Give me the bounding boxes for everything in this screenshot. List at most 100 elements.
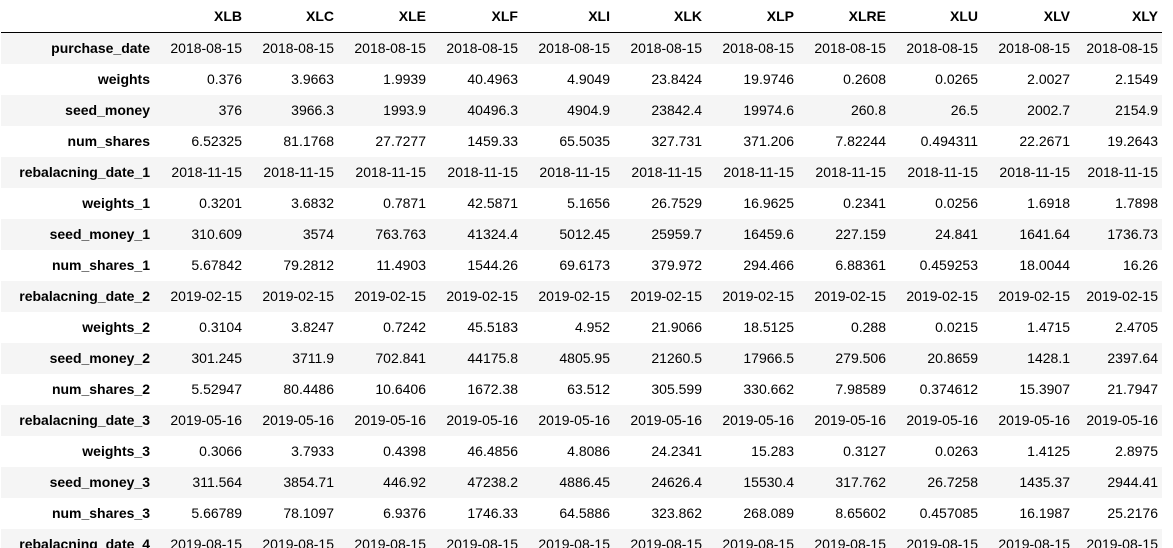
table-cell: 2018-11-15 (1087, 164, 1158, 180)
table-row: rebalacning_date_2 2019-02-15 2019-02-15 20… (1, 281, 1162, 312)
table-cell: 40.4963 (467, 71, 518, 87)
table-cell: 25959.7 (651, 226, 702, 242)
table-cell: 46.4856 (467, 443, 518, 459)
table-cell: 2019-08-15 (446, 536, 518, 548)
table-cell: 311.564 (192, 474, 242, 490)
table-cell: 1736.73 (1107, 226, 1158, 242)
table-cell: 2397.64 (1107, 350, 1158, 366)
table-cell: 310.609 (191, 226, 242, 242)
table-cell: 2018-11-15 (723, 164, 794, 180)
table-cell: 3.8247 (291, 319, 334, 335)
table-cell: 2019-08-15 (722, 536, 794, 548)
table-cell: 23.8424 (651, 71, 702, 87)
table-cell: 2018-08-15 (998, 40, 1070, 56)
table-cell: 2019-02-15 (354, 288, 426, 304)
table-cell: 279.506 (835, 350, 886, 366)
table-cell: 2019-05-16 (814, 412, 886, 428)
table-row: weights_3 0.3066 3.7933 0.4398 46.4856 4.8086… (1, 436, 1162, 467)
row-label: rebalacning_date_2 (19, 288, 150, 304)
table-cell: 1435.37 (1019, 474, 1070, 490)
table-cell: 2019-05-16 (262, 412, 334, 428)
table-cell: 0.7871 (383, 195, 426, 211)
table-cell: 16.1987 (1019, 505, 1070, 521)
table-cell: 80.4486 (283, 381, 334, 397)
table-cell: 301.245 (191, 350, 242, 366)
table-cell: 24.2341 (651, 443, 702, 459)
table-cell: 4.952 (574, 319, 610, 335)
row-label: purchase_date (51, 40, 150, 56)
table-cell: 2018-11-15 (631, 164, 702, 180)
table-cell: 5.66789 (191, 505, 242, 521)
table-cell: 0.374612 (919, 381, 978, 397)
table-cell: 21.9066 (651, 319, 702, 335)
column-header-xlv: XLV (982, 0, 1074, 33)
table-cell: 26.7529 (651, 195, 702, 211)
table-row: weights_2 0.3104 3.8247 0.7242 45.5183 4.952 2… (1, 312, 1162, 343)
row-label: num_shares_3 (51, 505, 150, 521)
table-cell: 260.8 (850, 102, 886, 118)
table-cell: 23842.4 (651, 102, 702, 118)
table-cell: 5.52947 (191, 381, 242, 397)
table-cell: 1993.9 (383, 102, 426, 118)
table-cell: 81.1768 (283, 133, 334, 149)
table-cell: 16.9625 (743, 195, 794, 211)
table-cell: 0.459253 (919, 257, 978, 273)
table-cell: 2019-05-16 (354, 412, 426, 428)
table-cell: 2019-02-15 (538, 288, 610, 304)
table-cell: 330.662 (743, 381, 794, 397)
table-cell: 2018-11-15 (815, 164, 886, 180)
index-corner-header (1, 0, 154, 33)
table-cell: 2018-11-15 (999, 164, 1070, 180)
table-cell: 1.4125 (1027, 443, 1070, 459)
table-row: num_shares_2 5.52947 80.4486 10.6406 1672.38… (1, 374, 1162, 405)
table-cell: 65.5035 (559, 133, 610, 149)
table-cell: 41324.4 (467, 226, 518, 242)
row-label: seed_money_3 (49, 474, 150, 490)
column-header-xlu: XLU (890, 0, 982, 33)
table-cell: 2019-02-15 (262, 288, 334, 304)
table-cell: 5012.45 (559, 226, 610, 242)
table-cell: 27.7277 (375, 133, 426, 149)
table-cell: 1.7898 (1115, 195, 1158, 211)
table-cell: 26.5 (950, 102, 978, 118)
table-cell: 2018-08-15 (814, 40, 886, 56)
table-cell: 2019-05-16 (538, 412, 610, 428)
table-cell: 0.2608 (843, 71, 886, 87)
table-cell: 3.6832 (291, 195, 334, 211)
column-header-xli: XLI (522, 0, 614, 33)
row-label: num_shares_2 (51, 381, 150, 397)
table-row: purchase_date 2018-08-15 2018-08-15 2018-08… (1, 32, 1162, 64)
table-cell: 16459.6 (743, 226, 794, 242)
table-cell: 8.65602 (835, 505, 886, 521)
table-cell: 0.2341 (843, 195, 886, 211)
table-cell: 6.9376 (383, 505, 426, 521)
table-cell: 1459.33 (467, 133, 518, 149)
table-cell: 2019-02-15 (906, 288, 978, 304)
table-cell: 0.0265 (935, 71, 978, 87)
table-cell: 0.4398 (383, 443, 426, 459)
table-cell: 0.3127 (843, 443, 886, 459)
table-cell: 2018-08-15 (262, 40, 334, 56)
table-cell: 763.763 (375, 226, 426, 242)
table-cell: 0.3066 (199, 443, 242, 459)
table-cell: 40496.3 (467, 102, 518, 118)
table-cell: 2019-02-15 (814, 288, 886, 304)
table-row: weights_1 0.3201 3.6832 0.7871 42.5871 5.1656… (1, 188, 1162, 219)
table-cell: 1641.64 (1019, 226, 1070, 242)
column-header-xlc: XLC (246, 0, 338, 33)
table-cell: 0.0256 (935, 195, 978, 211)
row-label: num_shares_1 (51, 257, 150, 273)
table-row: seed_money 376 3966.3 1993.9 40496.3 4904.9 23… (1, 95, 1162, 126)
table-cell: 379.972 (651, 257, 702, 273)
table-cell: 5.1656 (567, 195, 610, 211)
table-cell: 3574 (302, 226, 334, 242)
column-header-xlb: XLB (154, 0, 246, 33)
row-label: weights_2 (82, 319, 150, 335)
table-cell: 2019-02-15 (722, 288, 794, 304)
table-row: seed_money_1 310.609 3574 763.763 41324.4 501… (1, 219, 1162, 250)
row-label: weights_1 (82, 195, 150, 211)
table-cell: 10.6406 (375, 381, 426, 397)
table-cell: 7.82244 (835, 133, 886, 149)
table-cell: 2019-05-16 (446, 412, 518, 428)
table-cell: 0.7242 (383, 319, 426, 335)
